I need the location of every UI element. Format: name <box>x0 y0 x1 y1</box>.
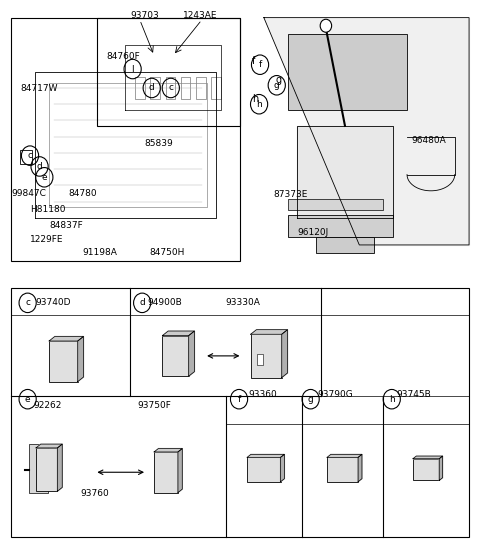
Text: c: c <box>27 151 33 160</box>
Text: g: g <box>274 81 280 90</box>
Text: e: e <box>42 173 47 182</box>
Text: 91198A: 91198A <box>83 249 118 257</box>
Bar <box>97 17 240 126</box>
Polygon shape <box>36 444 62 448</box>
Text: f: f <box>238 395 240 404</box>
Bar <box>413 459 439 480</box>
Text: 93360: 93360 <box>248 390 277 399</box>
Bar <box>135 77 144 99</box>
Text: d: d <box>36 162 42 171</box>
Polygon shape <box>358 454 362 482</box>
Text: c: c <box>168 83 173 92</box>
Text: d: d <box>139 298 145 307</box>
Bar <box>150 77 160 99</box>
Text: 96480A: 96480A <box>412 136 446 145</box>
Polygon shape <box>1 267 479 283</box>
Bar <box>21 150 33 164</box>
Text: l: l <box>132 65 134 73</box>
Text: 94900B: 94900B <box>147 298 182 307</box>
Text: h: h <box>256 100 262 109</box>
Text: 93790G: 93790G <box>317 390 353 399</box>
Text: 1243AE: 1243AE <box>183 11 217 20</box>
Bar <box>288 199 383 210</box>
Bar <box>211 77 221 99</box>
Text: d: d <box>149 83 155 92</box>
Text: h: h <box>252 94 258 104</box>
Polygon shape <box>178 449 182 492</box>
Polygon shape <box>49 336 84 341</box>
Polygon shape <box>189 331 194 376</box>
Text: 84760F: 84760F <box>107 52 140 61</box>
Text: 93760: 93760 <box>80 489 109 498</box>
Bar <box>162 336 189 376</box>
Bar <box>36 448 58 491</box>
Bar <box>29 444 48 493</box>
Bar <box>11 17 240 261</box>
Text: 85839: 85839 <box>144 139 173 147</box>
Text: 93703: 93703 <box>130 11 159 20</box>
Bar <box>288 34 407 110</box>
Text: 92262: 92262 <box>34 401 62 410</box>
Polygon shape <box>439 456 443 480</box>
Text: 1229FE: 1229FE <box>30 236 63 244</box>
Bar <box>257 354 263 365</box>
Text: H81180: H81180 <box>30 205 66 214</box>
Polygon shape <box>247 454 284 458</box>
Text: h: h <box>389 395 395 404</box>
Bar <box>251 334 282 378</box>
Polygon shape <box>413 456 443 459</box>
Text: 84717W: 84717W <box>21 84 58 94</box>
Text: e: e <box>25 395 30 404</box>
Bar <box>327 458 358 482</box>
Bar <box>288 215 393 237</box>
Bar <box>247 458 281 482</box>
Bar <box>196 77 205 99</box>
Bar <box>316 237 373 253</box>
Polygon shape <box>327 454 362 458</box>
Text: 84837F: 84837F <box>49 221 83 230</box>
Polygon shape <box>154 449 182 452</box>
Text: 87373E: 87373E <box>274 190 308 199</box>
Bar <box>166 77 175 99</box>
Text: g: g <box>276 75 282 85</box>
Text: 93750F: 93750F <box>137 401 171 410</box>
Polygon shape <box>162 331 194 336</box>
Polygon shape <box>264 17 469 245</box>
Text: 93740D: 93740D <box>36 298 71 307</box>
Polygon shape <box>78 336 84 381</box>
Polygon shape <box>58 444 62 491</box>
Text: 93745B: 93745B <box>396 390 431 399</box>
Polygon shape <box>251 330 288 334</box>
Bar <box>154 452 178 492</box>
Polygon shape <box>282 330 288 378</box>
Text: 84750H: 84750H <box>149 249 185 257</box>
Polygon shape <box>297 126 393 218</box>
Text: 96120J: 96120J <box>297 228 328 237</box>
Circle shape <box>320 19 332 32</box>
Polygon shape <box>281 454 284 482</box>
Text: c: c <box>25 298 30 307</box>
Text: f: f <box>252 57 255 66</box>
Text: f: f <box>258 60 262 69</box>
Bar <box>49 341 78 381</box>
Bar <box>11 288 469 537</box>
Text: 84780: 84780 <box>68 189 97 199</box>
Bar <box>181 77 191 99</box>
Text: g: g <box>308 395 313 404</box>
Text: 93330A: 93330A <box>226 298 261 307</box>
Text: 99847C: 99847C <box>11 189 46 199</box>
